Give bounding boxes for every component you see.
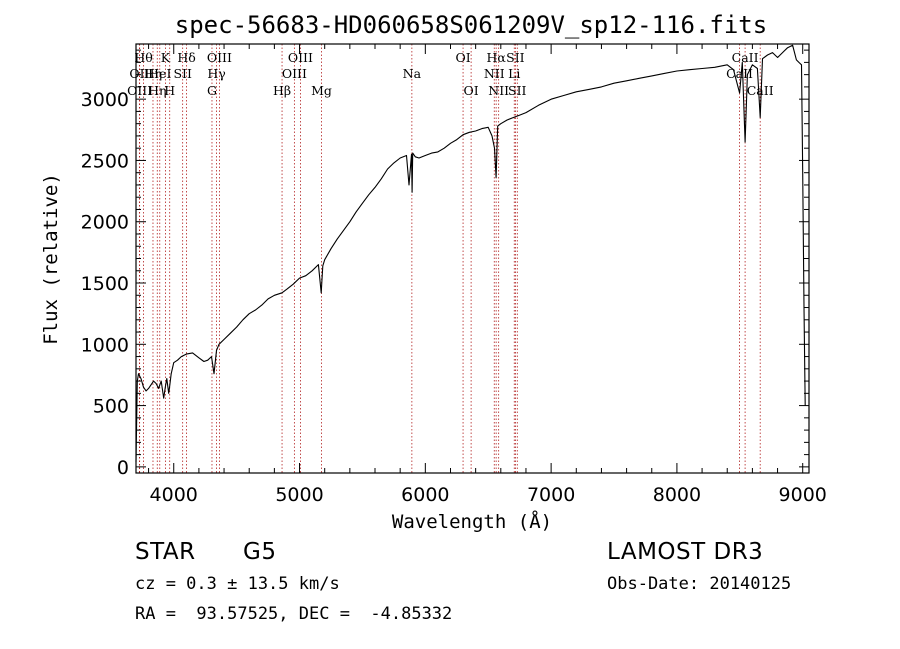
- object-class: STAR: [135, 539, 196, 565]
- y-axis-label: Flux (relative): [40, 173, 62, 345]
- line-marker-label-15: OIII: [288, 50, 313, 65]
- survey-name: LAMOST DR3: [607, 539, 764, 565]
- line-marker-label-1: OIII: [127, 83, 152, 98]
- line-marker-label-8: SII: [173, 66, 192, 81]
- line-marker-label-28: CaII: [747, 83, 774, 98]
- line-marker-label-2: Hθ: [134, 50, 152, 65]
- line-marker-label-25: SII: [508, 83, 527, 98]
- x-tick-labels: 4000 5000 6000 7000 8000 9000: [150, 484, 827, 506]
- x-tick-label: 4000: [150, 484, 198, 506]
- x-tick-label: 5000: [275, 484, 323, 506]
- emission-line-labels: OIIOIIIHθHηHηHeIKHSIIHδGHγOIIIHβOIIIOIII…: [127, 50, 774, 98]
- obs-date-text: Obs-Date: 20140125: [607, 574, 792, 594]
- line-marker-label-11: Hγ: [207, 66, 225, 81]
- y-tick-label: 1000: [81, 334, 129, 356]
- x-tick-label: 8000: [653, 484, 701, 506]
- line-marker-label-23: Li: [508, 66, 520, 81]
- redshift-text: cz = 0.3 ± 13.5 km/s: [135, 574, 340, 594]
- y-tick-label: 0: [117, 457, 129, 479]
- y-tick-labels: 0 500 1000 1500 2000 2500 3000: [81, 89, 129, 479]
- y-tick-label: 1500: [81, 273, 129, 295]
- plot-frame: [135, 43, 810, 474]
- line-marker-label-20: NII: [484, 66, 505, 81]
- axis-ticks: [136, 44, 809, 473]
- y-tick-label: 3000: [81, 89, 129, 111]
- line-marker-label-0: OII: [129, 66, 149, 81]
- line-marker-label-22: NII: [488, 83, 509, 98]
- y-tick-label: 2500: [81, 150, 129, 172]
- line-marker-label-21: Hα: [486, 50, 506, 65]
- x-tick-label: 9000: [779, 484, 827, 506]
- line-marker-label-12: OIII: [207, 50, 232, 65]
- line-marker-label-7: H: [164, 83, 175, 98]
- line-marker-label-26: CaII: [726, 66, 753, 81]
- line-marker-label-10: G: [207, 83, 217, 98]
- line-marker-label-9: Hδ: [177, 50, 195, 65]
- y-tick-label: 500: [93, 396, 129, 418]
- line-marker-label-4: Hη: [148, 83, 166, 98]
- chart-title: spec-56683-HD060658S061209V_sp12-116.fit…: [175, 11, 767, 39]
- line-marker-label-17: Na: [403, 66, 422, 81]
- x-tick-label: 6000: [401, 484, 449, 506]
- y-tick-label: 2000: [81, 212, 129, 234]
- line-marker-label-3: Hη: [144, 66, 162, 81]
- x-axis-label: Wavelength (Å): [392, 510, 552, 533]
- line-marker-label-18: OI: [455, 50, 470, 65]
- line-marker-label-19: OI: [464, 83, 479, 98]
- spectrum-line: [135, 44, 806, 463]
- object-subclass: G5: [243, 539, 277, 565]
- emission-line-markers: [138, 44, 761, 473]
- line-marker-label-6: K: [161, 50, 171, 65]
- line-marker-label-14: OIII: [282, 66, 307, 81]
- coordinates-text: RA = 93.57525, DEC = -4.85332: [135, 604, 453, 624]
- line-marker-label-13: Hβ: [273, 83, 291, 98]
- x-tick-label: 7000: [527, 484, 575, 506]
- line-marker-label-16: Mg: [311, 83, 332, 98]
- line-marker-label-5: HeI: [148, 66, 171, 81]
- line-marker-label-24: SII: [506, 50, 525, 65]
- line-marker-label-27: CaII: [732, 50, 759, 65]
